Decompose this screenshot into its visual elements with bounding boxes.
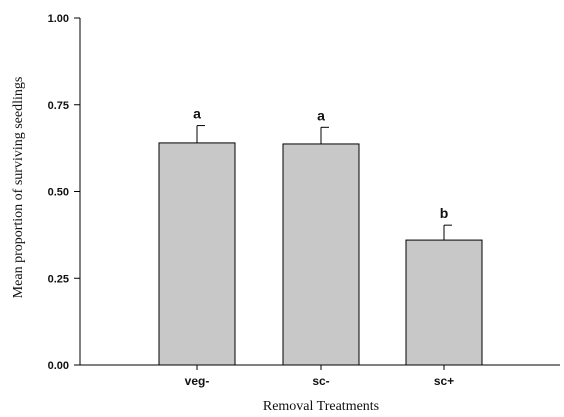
y-tick-label: 0.75 [48,100,69,112]
y-tick-label: 0.25 [48,273,69,285]
bar [405,239,483,366]
y-tick-label: 0.00 [48,360,69,372]
y-axis-title: Mean proportion of surviving seedlings [11,77,26,299]
y-tick-label: 1.00 [48,13,69,25]
category-label: veg- [185,374,210,388]
bar [282,143,360,366]
y-tick-label: 0.50 [48,187,69,199]
category-label: sc+ [434,374,454,388]
bar [158,142,236,366]
bars [158,125,483,366]
labels: 0.00 0.25 0.50 0.75 1.00 veg-a sc-a sc+ b [48,13,455,388]
significance-letter: a [193,106,201,122]
significance-letter: b [440,205,449,221]
category-label: sc- [312,374,329,388]
x-axis-title: Removal Treatments [263,399,379,414]
significance-letter: a [317,107,325,123]
